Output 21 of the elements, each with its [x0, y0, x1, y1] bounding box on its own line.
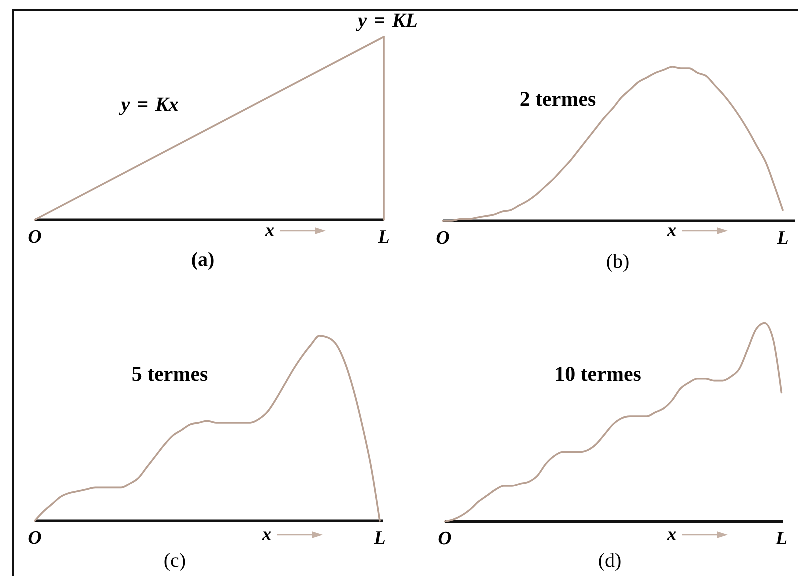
text: (b) [606, 251, 630, 273]
x-tick-label: L [774, 528, 788, 550]
x-tick-label: L [776, 228, 789, 249]
annotation: y = KL [356, 10, 418, 32]
x-tick-label: O [436, 228, 450, 249]
annotation: 2 termes [520, 87, 596, 111]
x-tick-label: L [377, 227, 390, 248]
x-axis-title: x [666, 524, 676, 544]
x-tick-label: O [28, 528, 42, 549]
x-tick-label: O [438, 528, 452, 550]
text: (d) [598, 550, 622, 572]
x-tick-label: L [373, 528, 386, 549]
x-tick-label: O [28, 227, 42, 248]
x-axis-title: x [666, 220, 676, 240]
annotation: y = Kx [119, 94, 179, 116]
annotation: 5 termes [132, 362, 208, 386]
x-axis-title: x [264, 220, 274, 240]
text: (a) [191, 249, 215, 271]
x-axis-title: x [262, 524, 272, 544]
text: (c) [164, 550, 186, 572]
annotation: 10 termes [554, 362, 642, 386]
